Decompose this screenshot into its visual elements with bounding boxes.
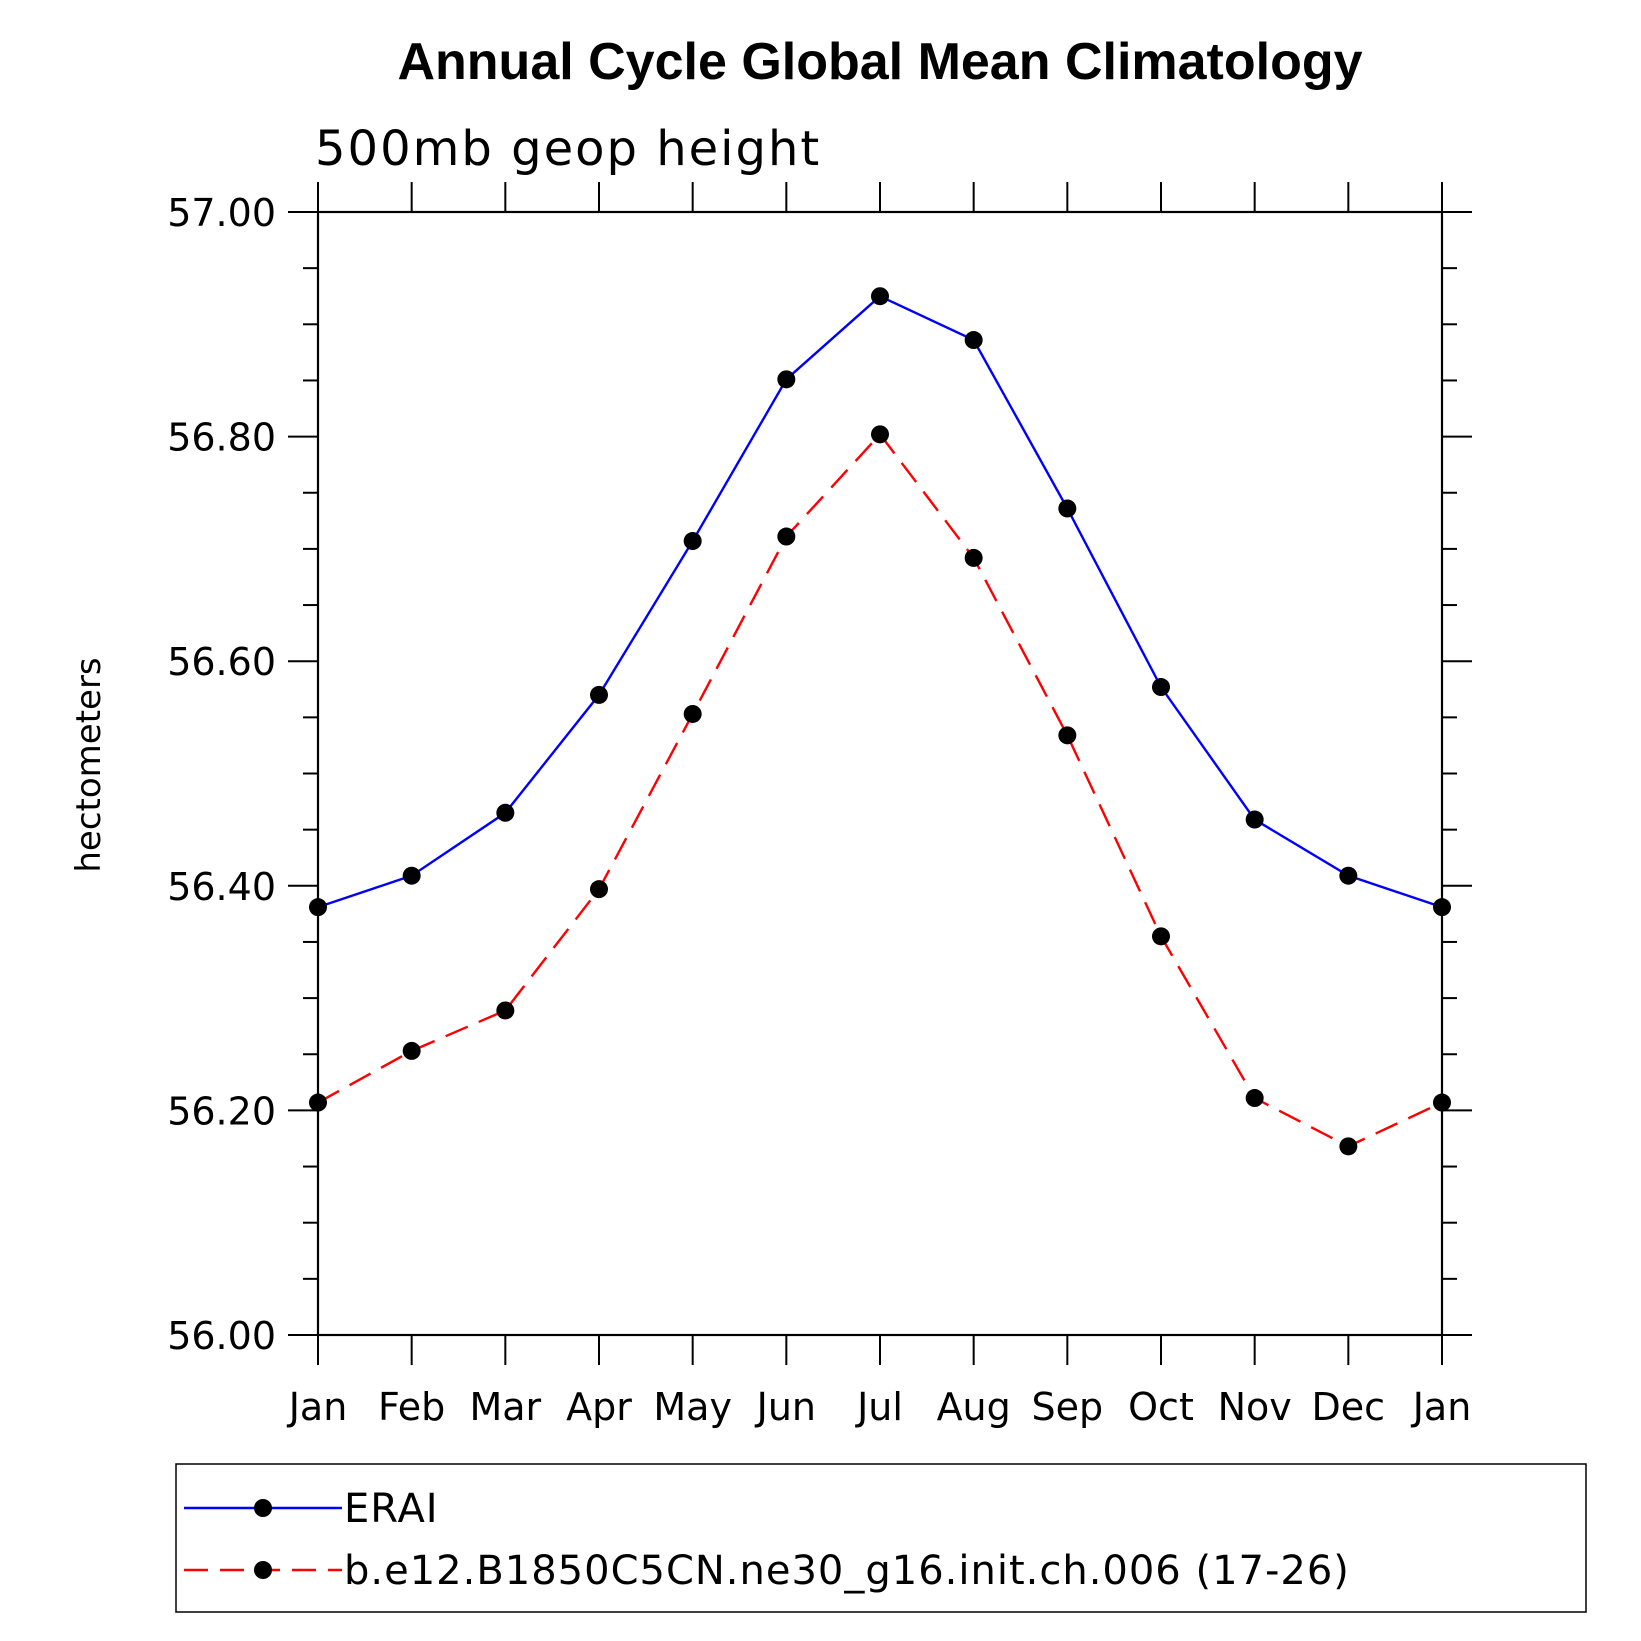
x-tick-label: Jan [287,1385,348,1429]
data-point-series-2 [590,880,608,899]
data-point-series-2 [683,704,702,723]
legend-marker-2 [254,1561,272,1579]
data-point-series-2 [1152,927,1170,946]
data-point-series-1 [496,803,515,822]
data-point-series-2 [871,425,889,444]
data-point-series-2 [309,1093,327,1112]
data-point-series-2 [1245,1089,1264,1108]
plot-area: 56.00 56.20 56.40 56.60 56.80 57.00 Jan Feb Mar A… [167,182,1472,1429]
x-tick-label: Mar [469,1385,541,1429]
x-tick-label: Jul [855,1385,903,1429]
data-point-series-1 [1245,810,1264,829]
y-tick-label: 56.40 [167,865,276,909]
legend: ERAI b.e12.B1850C5CN.ne30_g16.init.ch.006… [175,1463,1587,1613]
x-tick-label: Jun [755,1385,816,1429]
data-point-series-1 [777,370,796,389]
legend-box [175,1463,1587,1613]
data-point-series-2 [1339,1137,1358,1156]
data-point-series-2 [1058,726,1077,745]
x-tick-label: May [653,1385,732,1429]
data-point-series-1 [1152,678,1170,697]
x-tick-label: Apr [566,1385,632,1429]
data-point-series-2 [496,1001,515,1020]
data-point-series-1 [1058,499,1077,518]
x-tick-label: Nov [1218,1385,1292,1429]
x-tick-label: Aug [937,1385,1011,1429]
y-tick-label: 57.00 [167,191,276,235]
y-tick-label: 56.20 [167,1089,276,1133]
data-point-series-1 [1433,898,1451,917]
y-tick-label: 56.60 [167,640,276,684]
x-tick-label: Dec [1312,1385,1386,1429]
y-tick-label: 56.00 [167,1314,276,1358]
data-point-series-2 [1433,1093,1451,1112]
x-tick-label: Sep [1032,1385,1104,1429]
x-tick-label: Feb [378,1385,445,1429]
legend-label-1: ERAI [344,1486,439,1532]
data-point-series-1 [683,532,702,551]
x-tick-label: Jan [1411,1385,1472,1429]
plot-frame [316,210,1444,1337]
data-point-series-2 [964,548,983,567]
series-line-1 [317,294,1443,909]
data-point-series-2 [777,527,796,546]
data-point-series-1 [309,898,327,917]
series-line-2 [317,432,1443,1148]
data-point-series-2 [402,1041,421,1060]
legend-label-2: b.e12.B1850C5CN.ne30_g16.init.ch.006 (17… [344,1548,1350,1594]
data-point-series-1 [590,685,608,704]
legend-marker-1 [254,1499,272,1517]
y-tick-label: 56.80 [167,416,276,460]
y-axis-label: hectometers [69,657,109,872]
chart-title: Annual Cycle Global Mean Climatology [397,33,1362,91]
data-point-series-1 [871,287,889,306]
x-tick-label: Oct [1128,1385,1194,1429]
chart-subtitle: 500mb geop height [315,121,821,177]
data-point-series-1 [964,331,983,350]
data-point-series-1 [402,866,421,885]
data-point-series-1 [1339,866,1358,885]
